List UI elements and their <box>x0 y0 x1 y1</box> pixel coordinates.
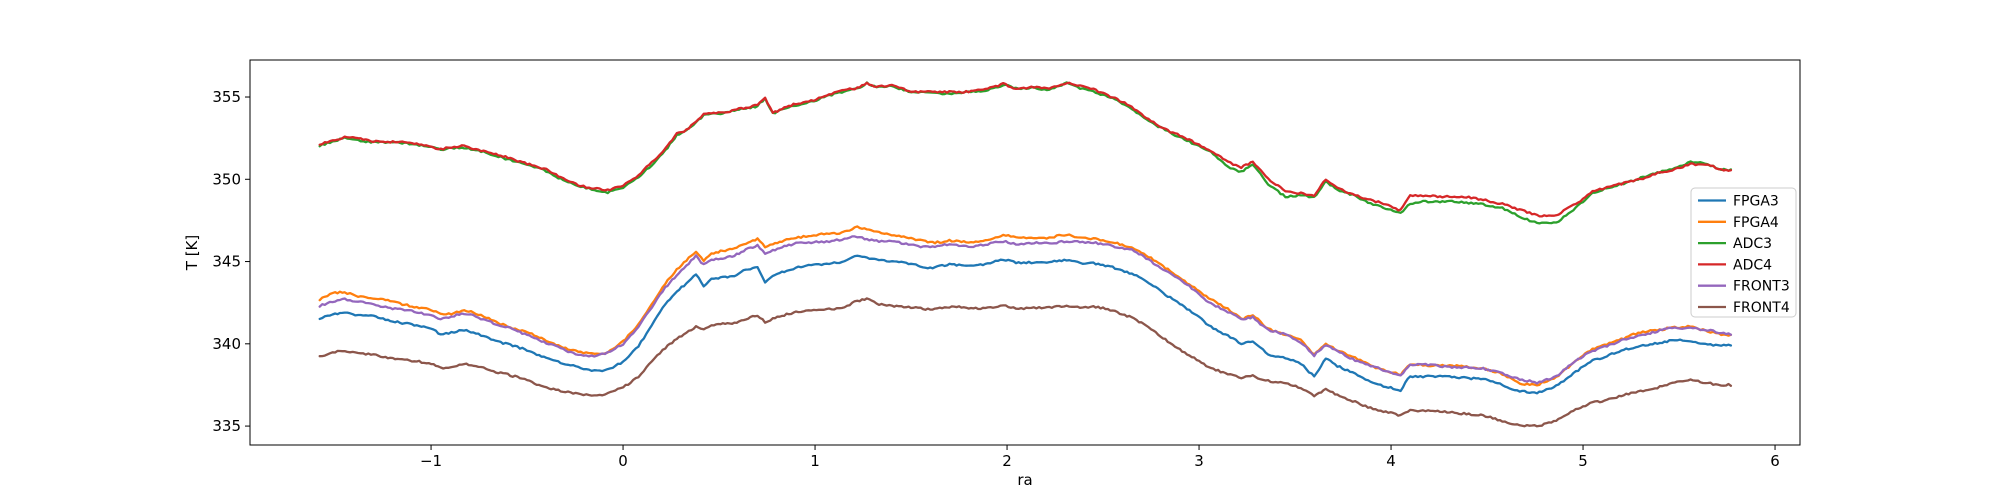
y-tick-label: 345 <box>212 253 241 271</box>
x-tick-label: 6 <box>1770 452 1780 470</box>
x-tick-label: −1 <box>420 452 442 470</box>
series-line-adc4 <box>318 81 1733 218</box>
y-tick-label: 355 <box>212 88 241 106</box>
x-tick-label: 1 <box>810 452 820 470</box>
legend-label-adc4: ADC4 <box>1733 257 1772 273</box>
legend-label-fpga4: FPGA4 <box>1733 215 1779 231</box>
x-tick-label: 4 <box>1386 452 1396 470</box>
legend: FPGA3 FPGA4 ADC3 ADC4 FRONT3 FRONT4 <box>1690 187 1797 318</box>
x-tick-label: 2 <box>1002 452 1012 470</box>
y-axis-label: T [K] <box>183 235 201 271</box>
y-tick-label: 335 <box>212 417 241 435</box>
series-line-front3 <box>318 235 1733 385</box>
y-tick-label: 340 <box>212 335 241 353</box>
legend-label-fpga3: FPGA3 <box>1733 194 1779 210</box>
series-line-adc3 <box>318 81 1733 225</box>
legend-label-front3: FRONT3 <box>1733 279 1790 295</box>
x-tick-label: 3 <box>1194 452 1204 470</box>
legend-label-adc3: ADC3 <box>1733 236 1772 252</box>
series-line-fpga4 <box>318 225 1733 387</box>
y-tick-label: 350 <box>212 170 241 188</box>
plot-border <box>249 59 1801 446</box>
legend-label-front4: FRONT4 <box>1733 300 1790 316</box>
x-tick-label: 0 <box>618 452 628 470</box>
x-tick-label: 5 <box>1578 452 1588 470</box>
x-axis-label: ra <box>1017 471 1032 489</box>
series-layer <box>318 81 1733 428</box>
series-line-fpga3 <box>318 254 1733 395</box>
series-line-front4 <box>318 297 1733 428</box>
